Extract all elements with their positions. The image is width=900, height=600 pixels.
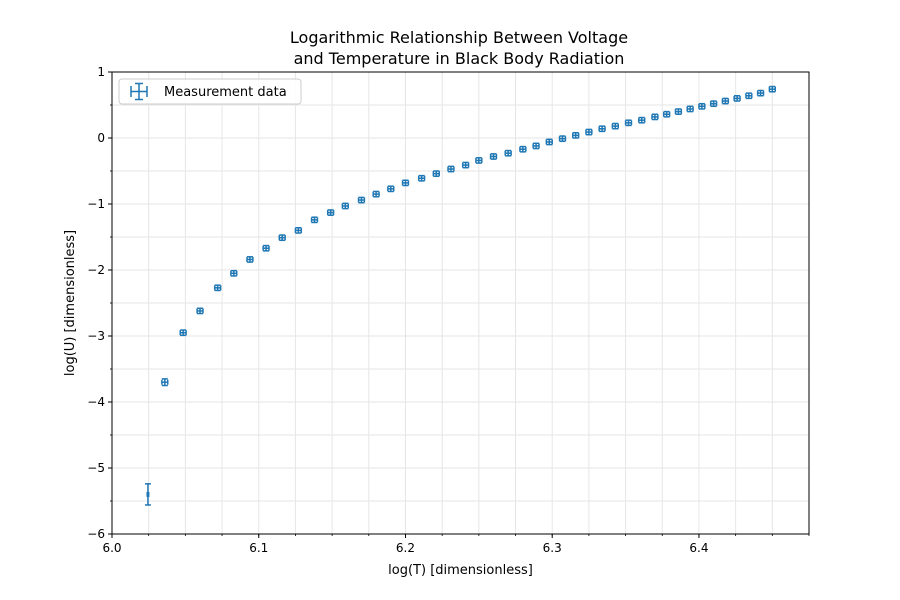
y-tick-label: −2 (87, 263, 105, 277)
y-tick-label: −3 (87, 329, 105, 343)
data-point (213, 284, 222, 292)
data-point (768, 85, 777, 93)
data-point (310, 216, 319, 224)
data-point (357, 196, 366, 204)
data-point (698, 102, 706, 110)
y-axis-ticks: −6 −5 −4 −3 −2 −1 0 1 (87, 65, 112, 541)
chart-title: Logarithmic Relationship Between Voltage… (290, 28, 628, 68)
data-point (638, 116, 646, 124)
data-point (745, 92, 753, 100)
data-point (756, 89, 765, 97)
legend-entry-label: Measurement data (164, 85, 287, 100)
y-tick-label: −1 (87, 197, 105, 211)
data-point (709, 100, 718, 108)
data-point (447, 165, 455, 173)
data-point (387, 185, 395, 193)
data-point (262, 244, 270, 252)
y-axis-label: log(U) [dimensionless] (63, 230, 78, 376)
x-tick-label: 6.0 (102, 541, 121, 555)
data-point (246, 256, 254, 263)
y-tick-label: −5 (87, 461, 105, 475)
data-point (475, 157, 483, 164)
data-point (230, 269, 238, 277)
data-point (461, 161, 470, 169)
y-tick-label: 0 (97, 131, 105, 145)
data-point (598, 125, 606, 133)
x-axis-ticks: 6.0 6.1 6.2 6.3 6.4 (102, 534, 708, 555)
legend-box (118, 78, 302, 105)
data-point (674, 108, 683, 115)
y-tick-label: −4 (87, 395, 105, 409)
data-point (686, 105, 694, 113)
data-point (545, 138, 553, 146)
plot-area-frame (111, 71, 810, 535)
data-point (372, 190, 380, 198)
chart-title-line-1: Logarithmic Relationship Between Voltage (290, 28, 628, 47)
y-tick-label: −6 (87, 527, 105, 541)
x-axis-label: log(T) [dimensionless] (388, 563, 533, 578)
data-point (519, 145, 527, 153)
data-point (721, 97, 730, 105)
data-point (326, 209, 335, 216)
data-point (662, 110, 671, 118)
data-point (651, 113, 659, 121)
data-point (432, 170, 440, 178)
legend: Measurement data (118, 78, 302, 105)
x-tick-label: 6.2 (396, 541, 415, 555)
data-point (489, 153, 498, 160)
data-point (572, 131, 580, 139)
data-series (144, 85, 777, 506)
x-tick-label: 6.4 (689, 541, 708, 555)
data-point (196, 307, 204, 315)
data-point (417, 174, 426, 182)
legend-errorbar-marker (130, 82, 148, 101)
data-point (401, 179, 410, 187)
data-point (161, 378, 169, 387)
data-point (532, 142, 540, 150)
chart-title-line-2: and Temperature in Black Body Radiation (294, 49, 625, 68)
data-point (294, 227, 303, 234)
data-point (179, 329, 187, 337)
data-point (558, 135, 567, 143)
data-point (504, 149, 512, 157)
data-point (624, 119, 633, 127)
data-point (585, 128, 593, 136)
x-tick-label: 6.3 (543, 541, 562, 555)
data-point (278, 234, 286, 242)
data-point (611, 122, 619, 130)
data-point (341, 202, 349, 210)
y-tick-label: 1 (97, 65, 105, 79)
data-point (144, 483, 151, 506)
x-tick-label: 6.1 (249, 541, 268, 555)
grid (111, 71, 810, 535)
data-point (733, 95, 741, 102)
